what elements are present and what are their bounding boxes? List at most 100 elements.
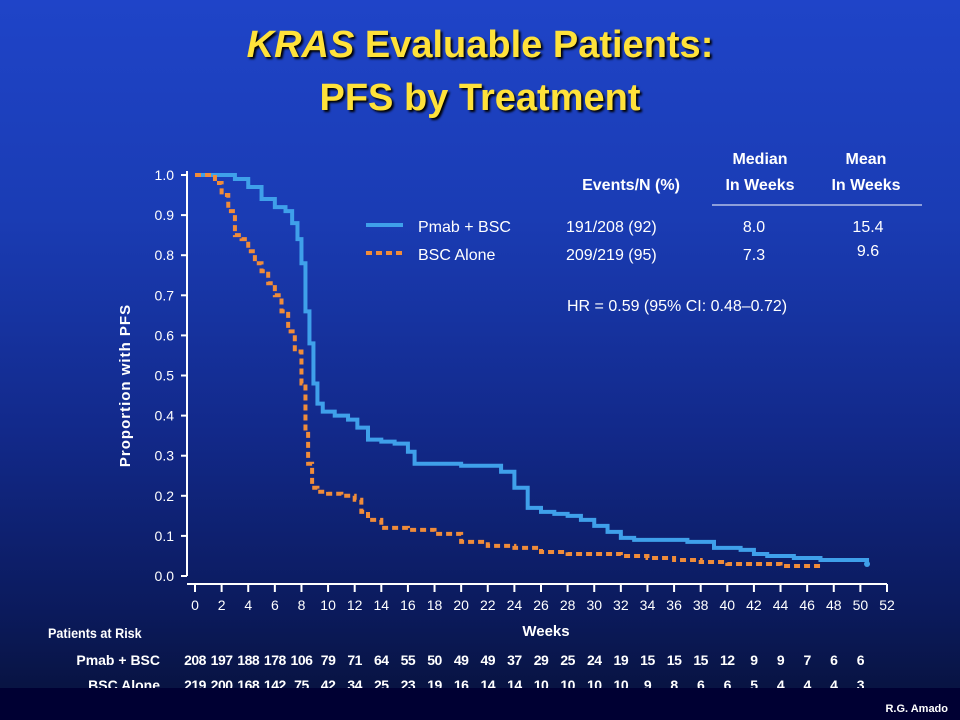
legend-header-events: Events/N (%) <box>582 177 680 194</box>
risk-value: 55 <box>401 652 416 668</box>
x-tick-label: 32 <box>613 597 629 613</box>
y-tick-label: 0.1 <box>155 528 175 544</box>
title-line1-rest: Evaluable Patients: <box>354 24 714 66</box>
x-tick-label: 42 <box>746 597 762 613</box>
hazard-ratio-annotation: HR = 0.59 (95% CI: 0.48–0.72) <box>567 298 787 315</box>
x-tick-label: 10 <box>320 597 336 613</box>
risk-value: 25 <box>560 652 575 668</box>
x-tick-label: 48 <box>826 597 842 613</box>
x-tick-label: 44 <box>773 597 789 613</box>
legend-mean: 15.4 <box>852 219 883 236</box>
legend-header-mean-2: In Weeks <box>831 177 900 194</box>
footer-band <box>0 688 960 720</box>
risk-value: 6 <box>697 677 705 693</box>
x-tick-label: 0 <box>191 597 199 613</box>
risk-value: 71 <box>347 652 362 668</box>
risk-value: 15 <box>640 652 655 668</box>
risk-table-header: Patients at Risk <box>48 625 142 641</box>
risk-value: 9 <box>750 652 758 668</box>
y-tick-label: 0.8 <box>155 247 175 263</box>
risk-value: 7 <box>804 652 812 668</box>
y-tick-label: 1.0 <box>155 167 175 183</box>
x-tick-label: 16 <box>400 597 416 613</box>
y-tick-label: 0.6 <box>155 327 175 343</box>
risk-value: 79 <box>321 652 336 668</box>
legend-label: BSC Alone <box>418 247 495 264</box>
x-tick-label: 40 <box>720 597 736 613</box>
slide-title-line1: KRAS Evaluable Patients: <box>0 22 960 68</box>
x-tick-label: 30 <box>586 597 602 613</box>
risk-value: 12 <box>720 652 735 668</box>
x-tick-label: 22 <box>480 597 496 613</box>
risk-value: 4 <box>830 677 838 693</box>
risk-value: 197 <box>211 652 234 668</box>
title-kras: KRAS <box>246 24 355 66</box>
x-tick-label: 12 <box>347 597 363 613</box>
risk-value: 5 <box>750 677 758 693</box>
series-line-bsc-alone <box>195 173 823 568</box>
risk-value: 208 <box>184 652 207 668</box>
legend-median: 7.3 <box>743 247 765 264</box>
risk-value: 15 <box>693 652 708 668</box>
risk-value: 6 <box>830 652 838 668</box>
y-tick-label: 0.0 <box>155 568 175 584</box>
risk-value: 6 <box>724 677 732 693</box>
risk-value: 64 <box>374 652 389 668</box>
credit-text: R.G. Amado <box>885 703 948 715</box>
x-tick-label: 36 <box>666 597 682 613</box>
risk-value: 15 <box>667 652 682 668</box>
x-tick-label: 50 <box>853 597 869 613</box>
x-tick-label: 46 <box>799 597 815 613</box>
risk-value: 6 <box>857 652 865 668</box>
x-tick-label: 34 <box>640 597 656 613</box>
x-tick-label: 18 <box>427 597 443 613</box>
y-tick-label: 0.2 <box>155 488 175 504</box>
x-tick-label: 8 <box>298 597 306 613</box>
x-tick-label: 52 <box>879 597 895 613</box>
risk-value: 8 <box>670 677 678 693</box>
censor-mark <box>864 560 871 567</box>
y-tick-label: 0.5 <box>155 368 175 384</box>
legend-header-median-2: In Weeks <box>725 177 794 194</box>
y-tick-label: 0.4 <box>155 408 175 424</box>
legend-events: 209/219 (95) <box>566 247 657 264</box>
legend-events: 191/208 (92) <box>566 219 657 236</box>
risk-value: 4 <box>777 677 785 693</box>
risk-value: 19 <box>614 652 629 668</box>
y-axis-label: Proportion with PFS <box>117 304 134 467</box>
legend-label: Pmab + BSC <box>418 219 511 236</box>
x-tick-label: 38 <box>693 597 709 613</box>
x-tick-label: 24 <box>507 597 523 613</box>
legend-header-median-1: Median <box>732 151 787 168</box>
x-tick-label: 20 <box>453 597 469 613</box>
risk-value: 4 <box>804 677 812 693</box>
risk-value: 188 <box>237 652 260 668</box>
risk-value: 49 <box>454 652 469 668</box>
legend-median: 8.0 <box>743 219 765 236</box>
slide-title-line2: PFS by Treatment <box>319 77 641 119</box>
x-tick-label: 2 <box>218 597 226 613</box>
x-tick-label: 14 <box>374 597 390 613</box>
risk-value: 49 <box>480 652 495 668</box>
y-tick-label: 0.7 <box>155 287 175 303</box>
x-tick-label: 4 <box>244 597 252 613</box>
risk-value: 178 <box>264 652 287 668</box>
legend-header-mean-1: Mean <box>846 151 887 168</box>
x-tick-label: 6 <box>271 597 279 613</box>
x-axis-label: Weeks <box>522 623 569 640</box>
y-tick-label: 0.9 <box>155 207 175 223</box>
risk-value: 9 <box>777 652 785 668</box>
risk-value: 50 <box>427 652 442 668</box>
risk-value: 29 <box>534 652 549 668</box>
risk-value: 24 <box>587 652 602 668</box>
risk-value: 37 <box>507 652 522 668</box>
risk-row-label: Pmab + BSC <box>76 652 160 668</box>
legend-mean: 9.6 <box>857 243 879 260</box>
x-tick-label: 28 <box>560 597 576 613</box>
series-line-pmab-bsc <box>195 173 870 562</box>
risk-value: 106 <box>291 652 314 668</box>
risk-value: 9 <box>644 677 652 693</box>
x-tick-label: 26 <box>533 597 549 613</box>
risk-value: 3 <box>857 677 865 693</box>
